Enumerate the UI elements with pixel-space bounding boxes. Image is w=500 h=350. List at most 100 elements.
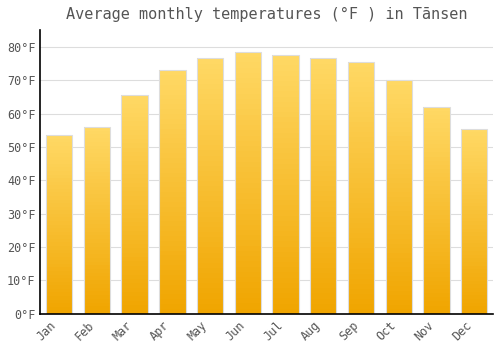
Bar bbox=[272, 241, 299, 247]
Bar bbox=[424, 156, 450, 161]
Bar bbox=[46, 275, 72, 278]
Bar bbox=[424, 268, 450, 273]
Bar bbox=[234, 83, 261, 89]
Bar bbox=[46, 171, 72, 175]
Bar bbox=[461, 173, 487, 177]
Bar bbox=[424, 136, 450, 140]
Bar bbox=[424, 298, 450, 301]
Bar bbox=[424, 210, 450, 215]
Bar bbox=[310, 212, 336, 217]
Bar bbox=[386, 304, 412, 309]
Bar bbox=[424, 148, 450, 152]
Bar bbox=[272, 122, 299, 127]
Bar bbox=[348, 163, 374, 168]
Bar bbox=[310, 253, 336, 258]
Bar bbox=[461, 273, 487, 277]
Bar bbox=[159, 211, 186, 216]
Bar bbox=[234, 267, 261, 272]
Bar bbox=[197, 181, 224, 186]
Bar bbox=[159, 70, 186, 314]
Bar bbox=[197, 130, 224, 135]
Bar bbox=[310, 242, 336, 247]
Bar bbox=[348, 158, 374, 163]
Bar bbox=[424, 144, 450, 148]
Bar bbox=[197, 135, 224, 140]
Bar bbox=[461, 136, 487, 140]
Bar bbox=[424, 140, 450, 144]
Bar bbox=[272, 174, 299, 179]
Bar bbox=[234, 183, 261, 188]
Bar bbox=[310, 99, 336, 104]
Bar bbox=[122, 218, 148, 222]
Bar bbox=[461, 214, 487, 217]
Bar bbox=[234, 214, 261, 219]
Bar bbox=[234, 282, 261, 288]
Bar bbox=[272, 205, 299, 210]
Bar bbox=[197, 84, 224, 89]
Bar bbox=[424, 115, 450, 119]
Bar bbox=[424, 111, 450, 115]
Bar bbox=[234, 277, 261, 282]
Bar bbox=[234, 141, 261, 146]
Bar bbox=[46, 203, 72, 207]
Bar bbox=[461, 307, 487, 310]
Bar bbox=[122, 261, 148, 266]
Bar bbox=[84, 153, 110, 157]
Bar bbox=[348, 279, 374, 284]
Bar bbox=[461, 247, 487, 251]
Bar bbox=[272, 55, 299, 60]
Bar bbox=[159, 202, 186, 206]
Bar bbox=[46, 185, 72, 189]
Bar bbox=[386, 104, 412, 108]
Bar bbox=[46, 193, 72, 196]
Bar bbox=[386, 230, 412, 235]
Bar bbox=[159, 280, 186, 285]
Bar bbox=[197, 237, 224, 242]
Bar bbox=[122, 104, 148, 108]
Bar bbox=[461, 240, 487, 244]
Bar bbox=[84, 161, 110, 164]
Bar bbox=[234, 99, 261, 104]
Bar bbox=[197, 253, 224, 258]
Bar bbox=[122, 309, 148, 314]
Bar bbox=[46, 182, 72, 185]
Bar bbox=[122, 130, 148, 134]
Bar bbox=[122, 161, 148, 165]
Bar bbox=[424, 306, 450, 310]
Bar bbox=[386, 122, 412, 127]
Bar bbox=[46, 199, 72, 203]
Bar bbox=[272, 102, 299, 107]
Bar bbox=[84, 205, 110, 209]
Bar bbox=[197, 161, 224, 166]
Bar bbox=[234, 246, 261, 251]
Bar bbox=[84, 232, 110, 235]
Bar bbox=[46, 267, 72, 271]
Bar bbox=[197, 217, 224, 222]
Bar bbox=[461, 288, 487, 292]
Bar bbox=[424, 127, 450, 132]
Bar bbox=[159, 197, 186, 202]
Bar bbox=[159, 143, 186, 148]
Bar bbox=[310, 125, 336, 130]
Bar bbox=[84, 246, 110, 250]
Bar bbox=[46, 285, 72, 289]
Bar bbox=[122, 95, 148, 314]
Bar bbox=[272, 298, 299, 303]
Bar bbox=[310, 94, 336, 99]
Bar bbox=[122, 270, 148, 274]
Bar bbox=[272, 65, 299, 71]
Bar bbox=[461, 262, 487, 266]
Bar bbox=[84, 179, 110, 183]
Bar bbox=[424, 227, 450, 231]
Bar bbox=[122, 231, 148, 235]
Bar bbox=[272, 273, 299, 278]
Bar bbox=[386, 253, 412, 258]
Bar bbox=[348, 198, 374, 203]
Bar bbox=[197, 155, 224, 161]
Bar bbox=[461, 144, 487, 147]
Bar bbox=[197, 104, 224, 110]
Bar bbox=[234, 167, 261, 172]
Bar bbox=[197, 186, 224, 191]
Bar bbox=[386, 193, 412, 197]
Bar bbox=[197, 283, 224, 288]
